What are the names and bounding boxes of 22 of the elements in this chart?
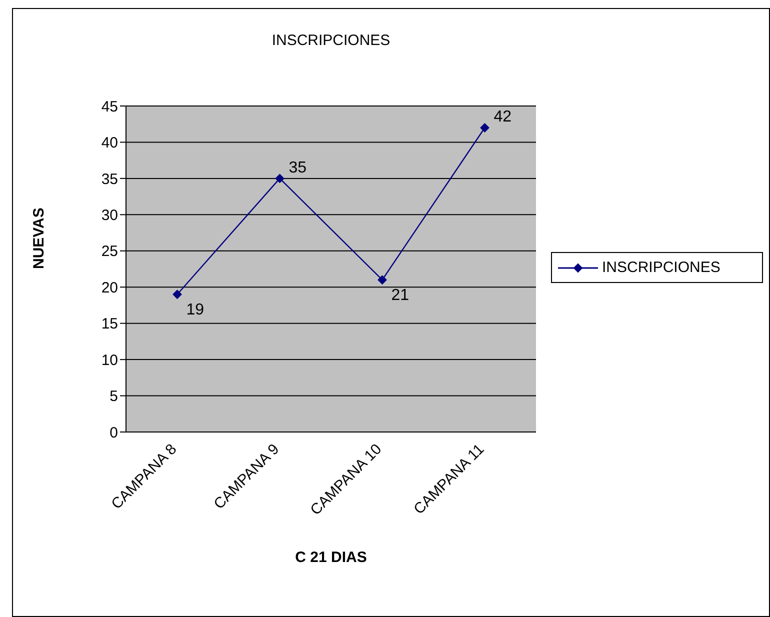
y-tick-label: 0 xyxy=(110,424,118,442)
y-tick-label: 25 xyxy=(101,243,118,260)
data-label: 35 xyxy=(288,159,307,176)
data-label: 19 xyxy=(186,301,204,318)
y-axis-title: NUEVAS xyxy=(30,208,48,269)
y-tick-label: 35 xyxy=(101,170,118,188)
point xyxy=(378,275,387,284)
y-tick-label: 30 xyxy=(101,206,118,224)
data-label: 21 xyxy=(391,286,410,304)
chart-title: INSCRIPCIONES xyxy=(270,32,392,49)
x-axis-title: C 21 DIAS xyxy=(295,549,367,566)
point xyxy=(275,174,284,183)
y-tick-label: 45 xyxy=(101,98,118,116)
y-tick-label: 5 xyxy=(110,388,118,406)
y-tick-label: 15 xyxy=(101,316,118,333)
y-tick-label: 10 xyxy=(101,352,118,369)
data-label: 42 xyxy=(494,108,512,126)
legend-label: INSCRIPCIONES xyxy=(602,259,720,276)
y-tick-label: 20 xyxy=(101,279,118,296)
point xyxy=(480,123,490,132)
point xyxy=(172,290,182,299)
y-tick-label: 40 xyxy=(101,134,118,152)
